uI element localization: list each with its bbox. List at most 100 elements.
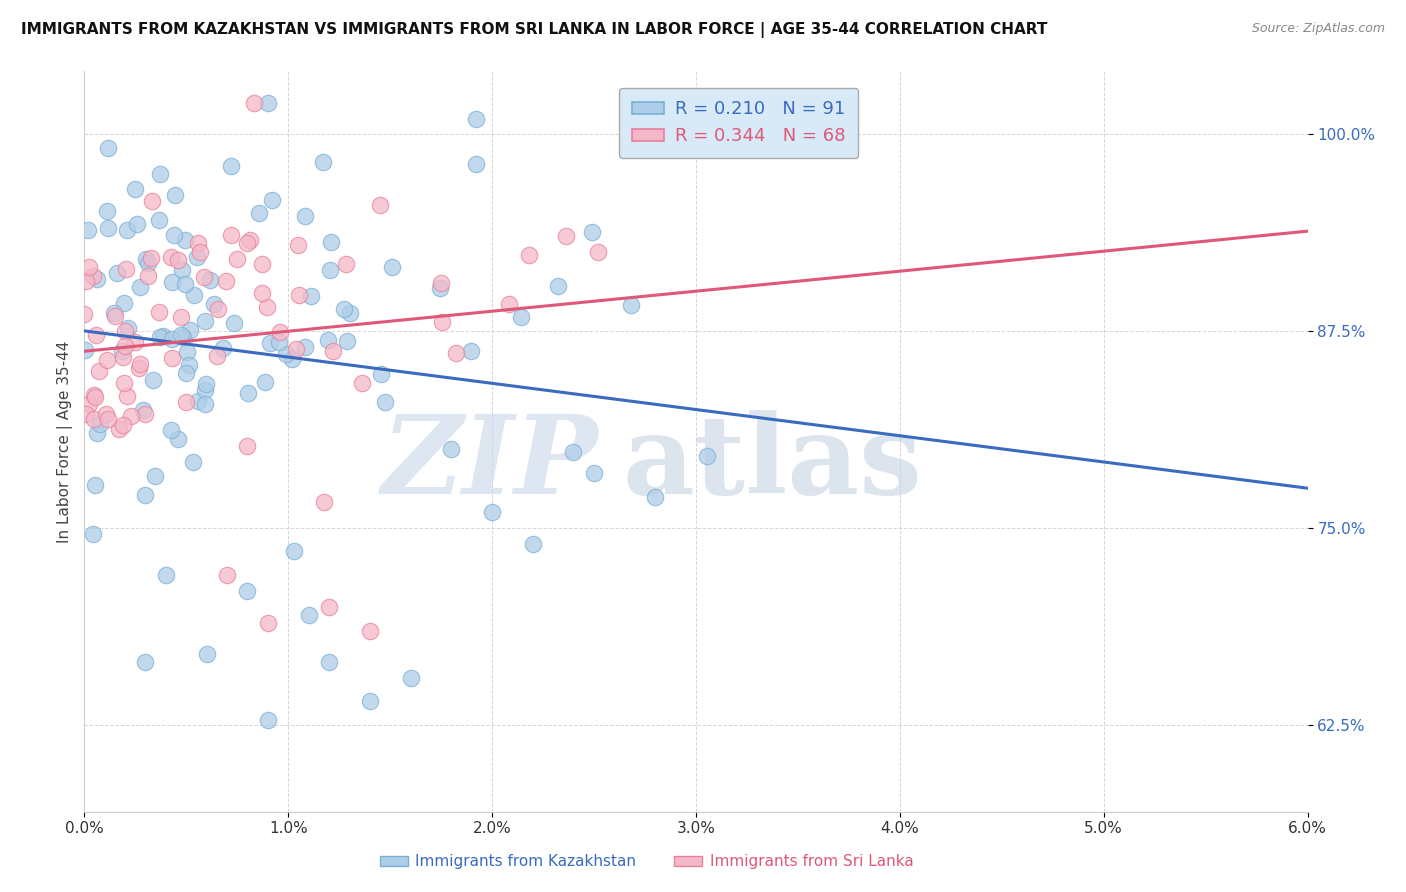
Point [149,167,172,181]
Text: atlas: atlas [623,410,922,517]
Point [219,228,242,243]
Point [284,342,307,356]
Point [547,278,569,293]
Point [174,366,197,380]
Point [124,182,146,196]
Point [238,386,260,401]
Legend: Immigrants from Kazakhstan, Immigrants from Sri Lanka: Immigrants from Kazakhstan, Immigrants f… [374,848,920,875]
Point [104,310,127,324]
Point [374,395,396,409]
Point [250,257,273,271]
Point [212,341,235,355]
Point [498,297,520,311]
Point [464,157,486,171]
Point [287,237,309,252]
Point [128,279,150,293]
Point [141,194,163,208]
Point [219,159,242,173]
Point [318,599,340,614]
Point [73,307,96,321]
Point [259,336,281,351]
Point [160,351,183,366]
Point [283,544,305,558]
Point [257,714,280,728]
Point [115,223,138,237]
Point [103,306,125,320]
Point [318,655,340,669]
Point [440,442,463,457]
Point [124,335,146,350]
Point [586,244,609,259]
Point [253,376,276,390]
Point [336,334,359,348]
Point [89,417,111,431]
Point [274,347,297,361]
Point [581,225,603,239]
Point [399,671,422,685]
Point [222,316,245,330]
Point [381,260,404,274]
Point [129,357,152,371]
Point [236,439,259,453]
Point [125,217,148,231]
Point [136,269,159,284]
Point [84,391,107,405]
Point [350,376,373,391]
Point [94,407,117,421]
Point [114,339,136,353]
Point [183,288,205,302]
Point [186,250,208,264]
Point [86,272,108,286]
Legend: R = 0.210   N = 91, R = 0.344   N = 68: R = 0.210 N = 91, R = 0.344 N = 68 [619,87,858,158]
Text: IMMIGRANTS FROM KAZAKHSTAN VS IMMIGRANTS FROM SRI LANKA IN LABOR FORCE | AGE 35-: IMMIGRANTS FROM KAZAKHSTAN VS IMMIGRANTS… [21,22,1047,38]
Point [97,411,120,425]
Point [312,155,335,169]
Point [256,95,278,110]
Point [236,235,259,250]
Point [187,393,209,408]
Point [75,274,97,288]
Point [179,323,201,337]
Point [429,281,451,295]
Point [105,266,128,280]
Point [562,445,585,459]
Point [84,328,107,343]
Point [174,277,197,292]
Point [77,260,100,274]
Point [172,263,194,277]
Point [174,394,197,409]
Point [509,310,531,325]
Point [207,301,229,316]
Point [194,383,217,397]
Point [77,223,100,237]
Point [620,298,643,312]
Point [333,301,356,316]
Point [96,203,118,218]
Point [170,327,193,342]
Point [370,367,392,381]
Point [269,325,291,339]
Point [89,364,111,378]
Point [73,343,96,357]
Point [152,328,174,343]
Point [112,418,135,433]
Point [115,262,138,277]
Point [97,221,120,235]
Text: ZIP: ZIP [381,410,598,517]
Point [136,256,159,270]
Point [267,334,290,349]
Point [115,389,138,403]
Point [160,275,183,289]
Point [335,257,357,271]
Point [481,505,503,519]
Point [239,233,262,247]
Point [696,449,718,463]
Point [430,277,453,291]
Point [583,466,606,480]
Point [225,252,247,266]
Point [163,228,186,243]
Point [167,432,190,446]
Point [312,494,335,508]
Point [339,306,361,320]
Point [169,310,191,324]
